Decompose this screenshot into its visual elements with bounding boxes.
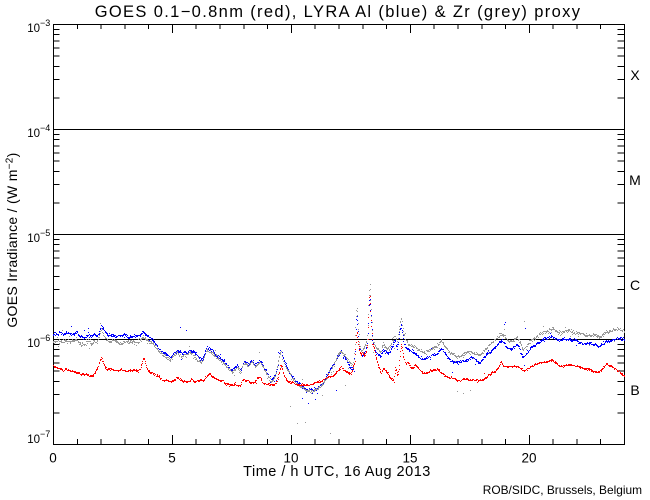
svg-text:−5: −5 [40, 228, 50, 238]
svg-text:10: 10 [27, 233, 40, 245]
svg-text:10: 10 [283, 451, 298, 466]
svg-text:B: B [630, 382, 639, 398]
svg-text:10: 10 [27, 434, 40, 446]
svg-text:ROB/SIDC, Brussels, Belgium: ROB/SIDC, Brussels, Belgium [483, 483, 642, 497]
svg-text:15: 15 [402, 451, 417, 466]
svg-text:X: X [630, 67, 640, 83]
svg-text:10: 10 [27, 128, 40, 140]
svg-text:GOES Irradiance / (W m−2): GOES Irradiance / (W m−2) [4, 152, 20, 327]
svg-text:C: C [630, 277, 640, 293]
svg-text:GOES 0.1−0.8nm (red), LYRA Al: GOES 0.1−0.8nm (red), LYRA Al (blue) & Z… [95, 3, 582, 21]
svg-text:0: 0 [49, 451, 57, 466]
svg-text:−6: −6 [40, 333, 50, 343]
svg-text:−3: −3 [40, 18, 50, 28]
svg-text:M: M [629, 172, 641, 188]
svg-text:10: 10 [27, 23, 40, 35]
svg-text:10: 10 [27, 338, 40, 350]
svg-text:Time / h UTC, 16 Aug 2013: Time / h UTC, 16 Aug 2013 [243, 464, 431, 480]
svg-text:−4: −4 [40, 123, 50, 133]
svg-text:5: 5 [168, 451, 176, 466]
svg-text:−7: −7 [40, 429, 50, 439]
svg-text:20: 20 [521, 451, 536, 466]
